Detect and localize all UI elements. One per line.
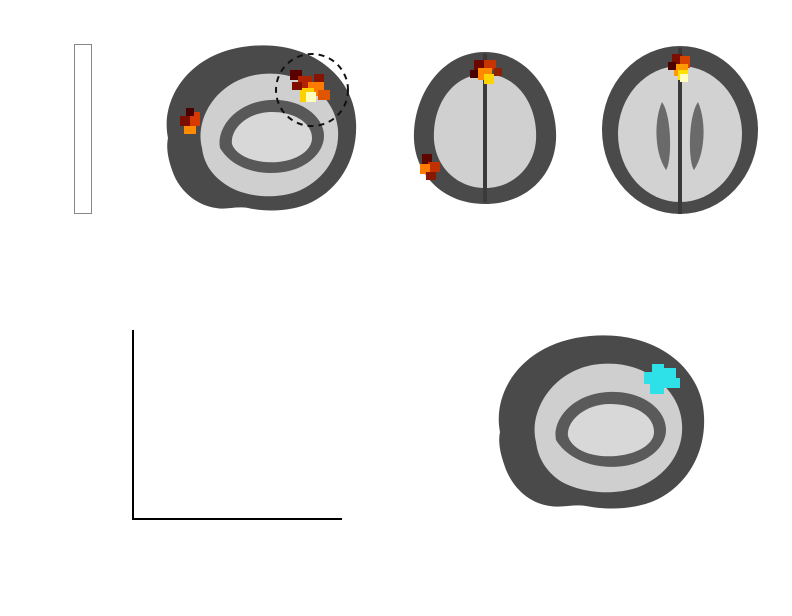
y-axis	[132, 330, 134, 520]
zscore-colorbar	[74, 44, 92, 214]
x-axis	[132, 518, 342, 520]
legend-swatch	[516, 542, 534, 560]
brain-bms	[470, 318, 720, 518]
brain-axial-svg	[592, 42, 768, 218]
brain-sagittal-svg	[140, 30, 370, 220]
brain-sagittal	[140, 30, 370, 220]
brain-coronal	[400, 44, 570, 214]
colorbar-gradient	[74, 44, 92, 214]
bar-chart	[132, 330, 342, 520]
brain-bms-svg	[470, 318, 720, 518]
brain-coronal-svg	[400, 44, 570, 214]
brain-axial	[592, 42, 768, 218]
